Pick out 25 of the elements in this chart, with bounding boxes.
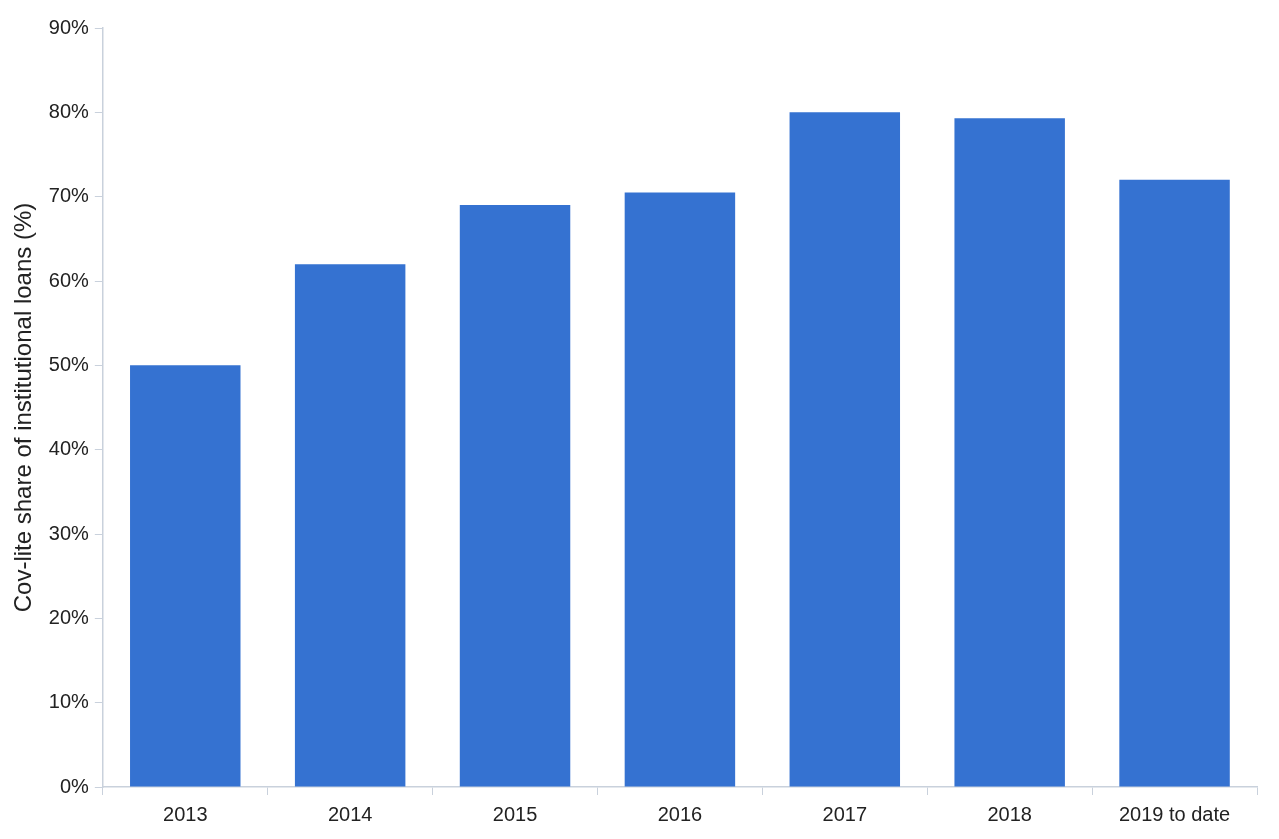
bar [130,365,241,787]
x-tick-label: 2018 [987,802,1032,825]
y-tick-label: 90% [48,15,90,38]
x-tick-label: 2013 [163,802,208,825]
bar [294,264,406,787]
y-tick-label: 0% [59,774,90,797]
x-tick-label: 2017 [822,802,868,825]
bar [459,205,571,787]
y-tick-label: 20% [48,605,90,628]
x-tick-label: 2014 [327,802,373,825]
y-tick-label: 10% [48,690,90,713]
x-tick-label: 2019 to date [1118,802,1231,825]
y-tick-label: 60% [48,268,90,291]
y-axis-title: Cov-lite share of institutional loans (%) [9,202,37,613]
y-tick-label: 40% [48,437,90,460]
y-tick-label: 80% [48,99,90,122]
bar [1119,179,1230,787]
y-tick-label: 70% [48,184,90,207]
y-tick-label: 50% [48,352,90,375]
y-tick-label: 30% [48,521,90,544]
x-tick-label: 2016 [657,802,703,825]
bar [954,118,1065,787]
bar [789,112,901,787]
bar [624,192,736,787]
x-tick-label: 2015 [492,802,538,825]
